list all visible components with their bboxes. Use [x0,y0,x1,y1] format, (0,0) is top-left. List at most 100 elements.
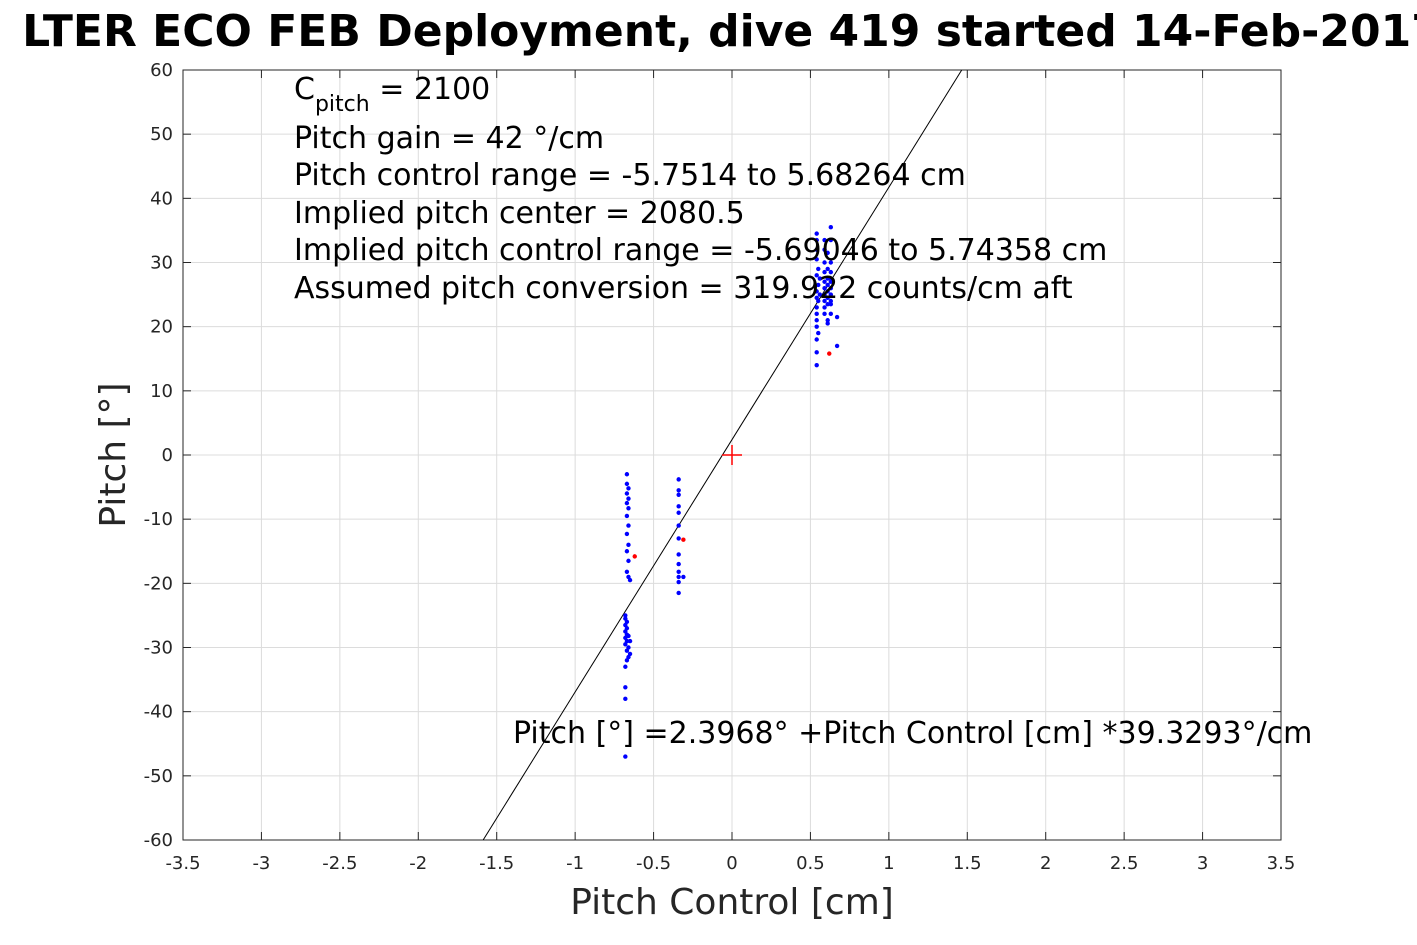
data-point [825,289,830,294]
data-point [816,298,821,304]
data-point [624,648,630,653]
data-point [822,260,827,265]
data-point [814,289,819,294]
highlight-point [827,351,832,356]
data-point [676,569,681,574]
data-point [623,613,628,618]
data-point [624,472,630,477]
center-marker [722,445,742,465]
data-point [623,754,628,759]
data-point [624,569,630,574]
data-point [816,330,821,336]
data-point [825,295,830,300]
data-point [822,247,827,252]
data-point [676,579,681,585]
x-tick-label: -3 [252,853,270,874]
data-point [676,504,681,509]
y-tick-label: -40 [144,702,173,723]
y-tick-label: -20 [144,573,173,594]
y-tick-label: -50 [144,766,173,787]
y-tick-label: 50 [150,124,173,145]
c-pitch-value: = 2100 [370,72,491,107]
data-point [814,257,819,262]
data-point [814,350,819,355]
data-point [676,523,681,528]
data-point [814,247,819,252]
data-point [814,337,819,342]
x-tick-label: -1 [566,853,584,874]
data-point [814,273,819,278]
x-tick-label: -1.5 [479,853,514,874]
y-tick-label: 10 [150,381,173,402]
assumed-pitch-conversion-annotation: Assumed pitch conversion = 319.922 count… [294,271,1073,306]
y-tick-label: 30 [150,253,173,274]
data-point [676,488,681,493]
y-axis-ticks: 60 50 40 30 20 10 0 -10 -20 -30 -40 -50 -60 [144,60,1281,851]
data-point [681,574,686,580]
pitch-gain-annotation: Pitch gain = 42 °/cm [294,121,604,156]
data-point [828,237,834,243]
data-point [822,298,827,304]
data-point [626,496,631,501]
data-point [814,362,819,368]
data-point [623,664,628,669]
data-point [623,642,628,647]
data-point [822,237,827,243]
data-point [828,298,834,304]
data-point [623,685,628,690]
y-tick-label: 60 [150,60,173,81]
y-axis-label: Pitch [°] [93,382,134,527]
data-point [828,225,834,230]
y-tick-label: -10 [144,509,173,530]
x-tick-label: -2.5 [322,853,357,874]
implied-pitch-center-annotation: Implied pitch center = 2080.5 [294,196,745,231]
x-tick-label: 2.5 [1110,853,1139,874]
data-point [627,638,633,644]
data-point [623,696,628,702]
data-point [626,523,631,528]
y-tick-label: -60 [144,830,173,851]
highlight-point [632,554,637,559]
data-point [816,266,821,272]
data-point [676,510,681,515]
y-tick-label: -30 [144,638,173,659]
x-tick-label: 1.5 [953,853,982,874]
data-point [817,292,823,297]
data-point [828,276,834,281]
data-point [676,590,681,596]
data-point [825,266,830,272]
chart-title: LTER ECO FEB Deployment, dive 419 starte… [22,6,1417,57]
data-point [676,492,681,497]
x-tick-label: 1 [883,853,894,874]
fit-equation-annotation: Pitch [°] =2.3968° +Pitch Control [cm] *… [513,716,1312,751]
plot-frame [182,69,1282,841]
data-point [825,302,830,307]
y-tick-label: 0 [162,445,173,466]
data-point [834,343,840,349]
data-point [626,486,631,491]
data-point [828,292,834,297]
c-pitch-annotation: Cpitch = 2100 [294,72,490,117]
data-points [623,225,840,759]
data-point [834,314,840,320]
data-point [814,311,819,317]
data-point [814,324,819,329]
data-point [817,276,823,281]
data-point [624,658,630,663]
data-point [828,269,834,275]
x-tick-label: 0.5 [796,853,825,874]
data-point [814,231,819,236]
data-point [624,549,630,554]
data-point [822,279,827,284]
x-tick-label: 0 [726,853,737,874]
y-tick-label: 20 [150,317,173,338]
x-tick-label: -0.5 [636,853,671,874]
data-point [825,282,830,288]
data-point [676,561,681,567]
data-point [624,481,630,487]
data-point [828,285,834,291]
data-point [825,250,830,256]
data-point [828,302,834,307]
data-point [626,633,631,639]
